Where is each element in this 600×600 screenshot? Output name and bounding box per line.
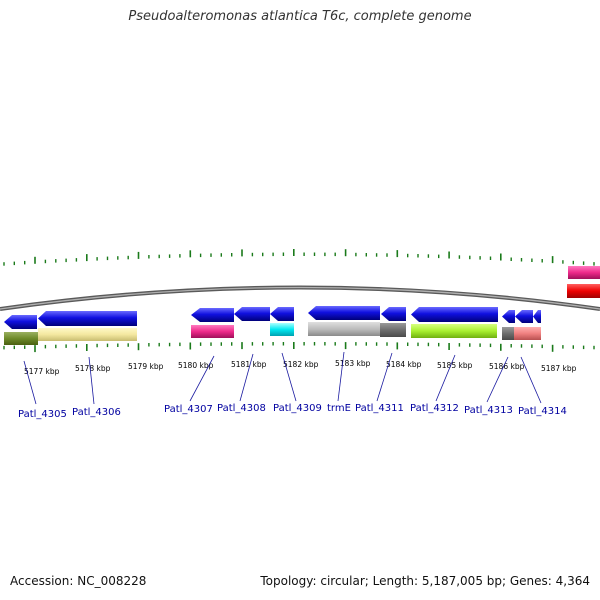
topology-text: Topology: circular; Length: 5,187,005 bp… [260, 574, 590, 588]
kbp-label: 5185 kbp [437, 361, 473, 370]
gene-block-gray-small [502, 327, 514, 340]
gene-block-lightgray [308, 322, 380, 336]
accession-text: Accession: NC_008228 [10, 574, 147, 588]
gene-leader-lines [23, 351, 542, 405]
genome-title: Pseudoalteromonas atlantica T6c, complet… [128, 9, 472, 24]
gene-arrow-patl-4313 [502, 310, 515, 323]
gene-label-patl-4312: Patl_4312 [410, 403, 459, 414]
gene-arrow-patl-4312 [411, 307, 498, 322]
kbp-label: 5180 kbp [178, 361, 214, 370]
gene-arrow-patl-4307 [191, 308, 234, 322]
kbp-labels: 5177 kbp 5178 kbp 5179 kbp 5180 kbp 5181… [24, 359, 577, 376]
gene-label-patl-4305: Patl_4305 [18, 409, 67, 420]
kbp-label: 5183 kbp [335, 359, 371, 368]
gene-block-cyan [270, 323, 294, 336]
gene-arrow-patl-4314b [533, 310, 541, 323]
gene-block-yellow [38, 328, 137, 341]
gene-blocks [4, 322, 541, 345]
lower-tick-row [3, 342, 595, 353]
gene-block-red-top [567, 284, 600, 298]
gene-label-patl-4313: Patl_4313 [464, 405, 513, 416]
upper-tick-row [3, 249, 595, 266]
gene-arrows [4, 306, 541, 329]
gene-block-salmon [514, 327, 541, 340]
kbp-label: 5187 kbp [541, 364, 577, 373]
gene-arrow-trme [308, 306, 380, 320]
gene-arrow-patl-4314a [515, 310, 533, 323]
gene-arrow-patl-4311 [381, 307, 406, 321]
kbp-label: 5184 kbp [386, 360, 422, 369]
gene-label-patl-4309: Patl_4309 [273, 403, 322, 414]
gene-labels: Patl_4305 Patl_4306 Patl_4307 Patl_4308 … [18, 403, 567, 420]
gene-block-darkgray [380, 323, 406, 337]
gene-label-patl-4307: Patl_4307 [164, 404, 213, 415]
kbp-label: 5181 kbp [231, 360, 267, 369]
gene-label-patl-4311: Patl_4311 [355, 403, 404, 414]
gene-arrow-patl-4309 [270, 307, 294, 321]
gene-label-patl-4314: Patl_4314 [518, 406, 567, 417]
gene-label-patl-4308: Patl_4308 [217, 403, 266, 414]
genome-backbone-highlight [0, 286, 600, 310]
kbp-label: 5178 kbp [75, 364, 111, 373]
gene-arrow-patl-4308 [234, 307, 270, 321]
gene-label-patl-4306: Patl_4306 [72, 407, 121, 418]
gene-block-olive [4, 332, 38, 345]
gene-block-pink-top [568, 266, 600, 279]
gene-arrow-patl-4306 [38, 311, 137, 326]
gene-block-lime [411, 324, 497, 338]
gene-arrow-patl-4305 [4, 315, 37, 329]
kbp-label: 5177 kbp [24, 367, 60, 376]
gene-label-trme: trmE [327, 403, 351, 414]
gene-block-pink [191, 325, 234, 338]
kbp-label: 5179 kbp [128, 362, 164, 371]
kbp-label: 5182 kbp [283, 360, 319, 369]
kbp-label: 5186 kbp [489, 362, 525, 371]
